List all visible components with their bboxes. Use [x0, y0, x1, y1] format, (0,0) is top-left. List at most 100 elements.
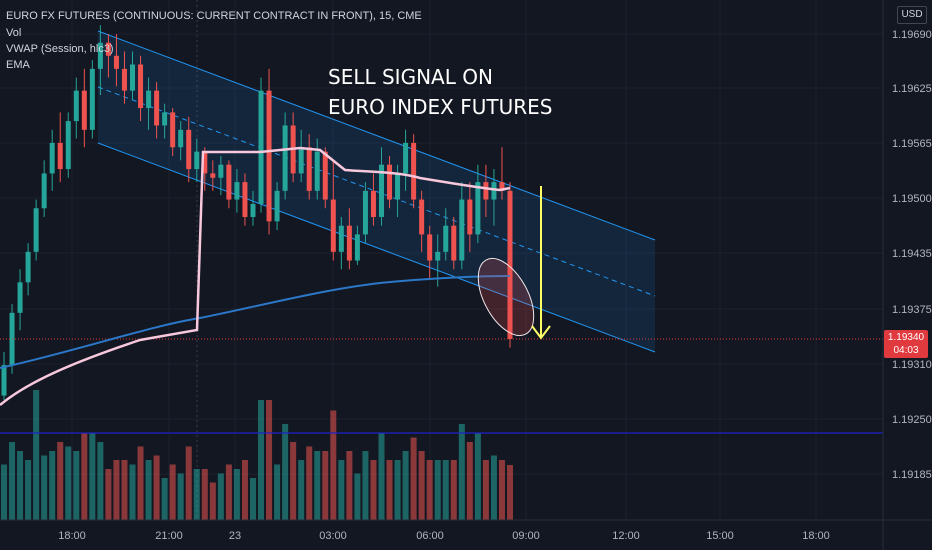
volume-bar	[17, 451, 24, 520]
volume-bar	[209, 482, 216, 520]
volume-bar	[306, 446, 313, 520]
volume-bar	[129, 464, 136, 520]
annotation-line-1: SELL SIGNAL ON	[328, 65, 493, 89]
volume-bars	[1, 390, 513, 520]
sell-arrow-head	[531, 325, 551, 340]
y-tick-label: 1.19310	[892, 359, 932, 371]
candle-body	[73, 90, 79, 122]
volume-bar	[25, 460, 32, 520]
volume-bar	[89, 433, 96, 520]
candle-body	[121, 68, 127, 91]
volume-bar	[418, 451, 425, 520]
candle-body	[491, 182, 497, 200]
candle-body	[443, 225, 449, 252]
volume-bar	[322, 451, 329, 520]
volume-bar	[290, 442, 297, 520]
indicator-vol[interactable]: Vol	[6, 27, 22, 39]
channel-lower	[97, 142, 656, 353]
candle-body	[81, 90, 87, 130]
x-tick-label: 15:00	[706, 530, 734, 542]
volume-bar	[274, 464, 281, 520]
volume-bar	[258, 400, 265, 520]
candle-body	[33, 208, 39, 252]
candle-body	[178, 129, 184, 148]
candle-body	[170, 112, 176, 148]
volume-bar	[490, 455, 497, 520]
x-tick-label: 21:00	[155, 530, 183, 542]
volume-bar	[9, 442, 16, 520]
candle-body	[266, 90, 272, 222]
volume-bar	[121, 460, 128, 520]
volume-bar	[298, 460, 305, 520]
volume-bar	[81, 433, 88, 520]
volume-bar	[426, 460, 433, 520]
volume-bar	[33, 390, 40, 520]
volume-bar	[145, 460, 152, 520]
volume-bar	[458, 424, 465, 520]
candle-body	[146, 90, 152, 109]
candles[interactable]	[1, 25, 513, 400]
volume-bar	[370, 460, 377, 520]
candle-body	[57, 142, 63, 170]
volume-bar	[378, 433, 385, 520]
volume-bar	[314, 451, 321, 520]
y-tick-label: 1.19690	[892, 29, 932, 41]
candle-body	[89, 68, 95, 130]
x-tick-label: 18:00	[802, 530, 830, 542]
volume-bar	[137, 446, 144, 520]
volume-bar	[193, 469, 200, 520]
ema-line	[0, 275, 511, 369]
candle-body	[226, 164, 232, 200]
candle-body	[17, 282, 23, 313]
candle-body	[274, 190, 280, 222]
volume-bar	[386, 460, 393, 520]
drawings[interactable]	[467, 186, 551, 344]
candle-body	[411, 142, 417, 200]
volume-bar	[282, 424, 289, 520]
volume-bar	[233, 469, 240, 520]
volume-bar	[354, 473, 361, 520]
volume-bar	[498, 460, 505, 520]
last-price-value: 1.19340	[887, 332, 925, 343]
candle-body	[322, 151, 328, 200]
channel-middle	[97, 86, 656, 297]
time-axis[interactable]: 18:00 21:00 23 03:00 06:00 09:00 12:00 15:00 18:…	[0, 519, 932, 542]
candle-body	[467, 199, 473, 235]
candle-body	[419, 199, 425, 235]
candle-body	[459, 199, 465, 261]
volume-bar	[507, 465, 513, 520]
indicator-ema[interactable]: EMA	[6, 59, 30, 71]
candle-body	[427, 234, 433, 261]
volume-bar	[225, 464, 232, 520]
candle-body	[435, 251, 441, 261]
candle-body	[186, 129, 192, 170]
chart-title: EURO FX FUTURES (CONTINUOUS: CURRENT CON…	[6, 10, 422, 22]
candle-body	[154, 90, 160, 126]
grid	[0, 0, 883, 520]
candle-body	[234, 182, 240, 200]
volume-bar	[394, 460, 401, 520]
candle-body	[475, 182, 481, 235]
channel-upper	[97, 30, 656, 241]
volume-bar	[249, 478, 256, 520]
price-axis[interactable]: 1.19690 1.19625 1.19565 1.19500 1.19435 1.193…	[882, 0, 932, 550]
candle-body	[138, 64, 144, 109]
volume-bar	[466, 442, 473, 520]
candle-body	[202, 151, 208, 174]
candle-body	[282, 125, 288, 191]
volume-bar	[57, 442, 64, 520]
volume-bar	[410, 437, 417, 520]
candle-body	[451, 225, 457, 261]
currency-button[interactable]: USD	[897, 6, 927, 24]
candle-body	[113, 55, 119, 69]
volume-bar	[442, 460, 449, 520]
volume-bar	[338, 460, 345, 520]
volume-bar	[482, 460, 489, 520]
candle-body	[41, 173, 47, 209]
volume-bar	[161, 478, 168, 520]
indicator-vwap[interactable]: VWAP (Session, hlc3)	[6, 43, 114, 55]
y-tick-label: 1.19375	[892, 304, 932, 316]
volume-bar	[169, 464, 176, 520]
candle-body	[162, 112, 168, 126]
